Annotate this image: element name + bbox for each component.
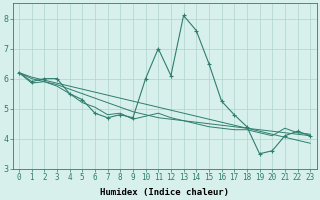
X-axis label: Humidex (Indice chaleur): Humidex (Indice chaleur)	[100, 188, 229, 197]
